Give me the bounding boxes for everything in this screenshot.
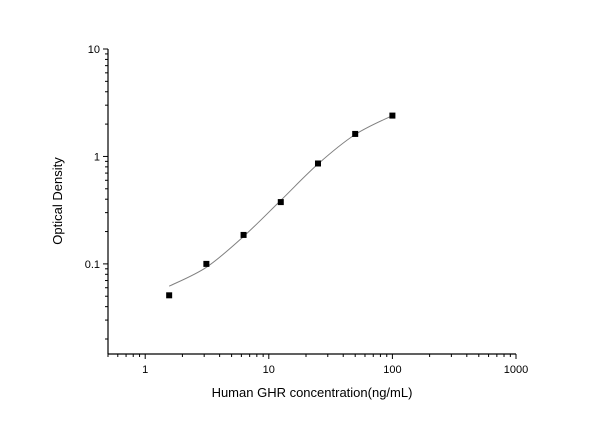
x-tick-label: 1 (142, 364, 148, 376)
y-tick-label: 0.1 (85, 259, 100, 271)
y-tick-label: 10 (88, 44, 100, 56)
data-point (314, 160, 321, 167)
data-point (389, 112, 396, 119)
data-point (240, 231, 247, 238)
data-point (352, 130, 359, 137)
x-tick-label: 10 (263, 364, 275, 376)
x-axis-title: Human GHR concentration(ng/mL) (212, 385, 413, 400)
data-point (166, 292, 173, 299)
axes: 1 10 100 1000 0.1 1 10 (85, 44, 529, 376)
data-point (277, 199, 284, 206)
y-tick-label: 1 (94, 151, 100, 163)
data-point (203, 260, 210, 267)
y-axis-title: Optical Density (50, 157, 65, 245)
x-tick-label: 1000 (504, 364, 528, 376)
x-tick-label: 100 (383, 364, 401, 376)
data-points (166, 112, 396, 299)
